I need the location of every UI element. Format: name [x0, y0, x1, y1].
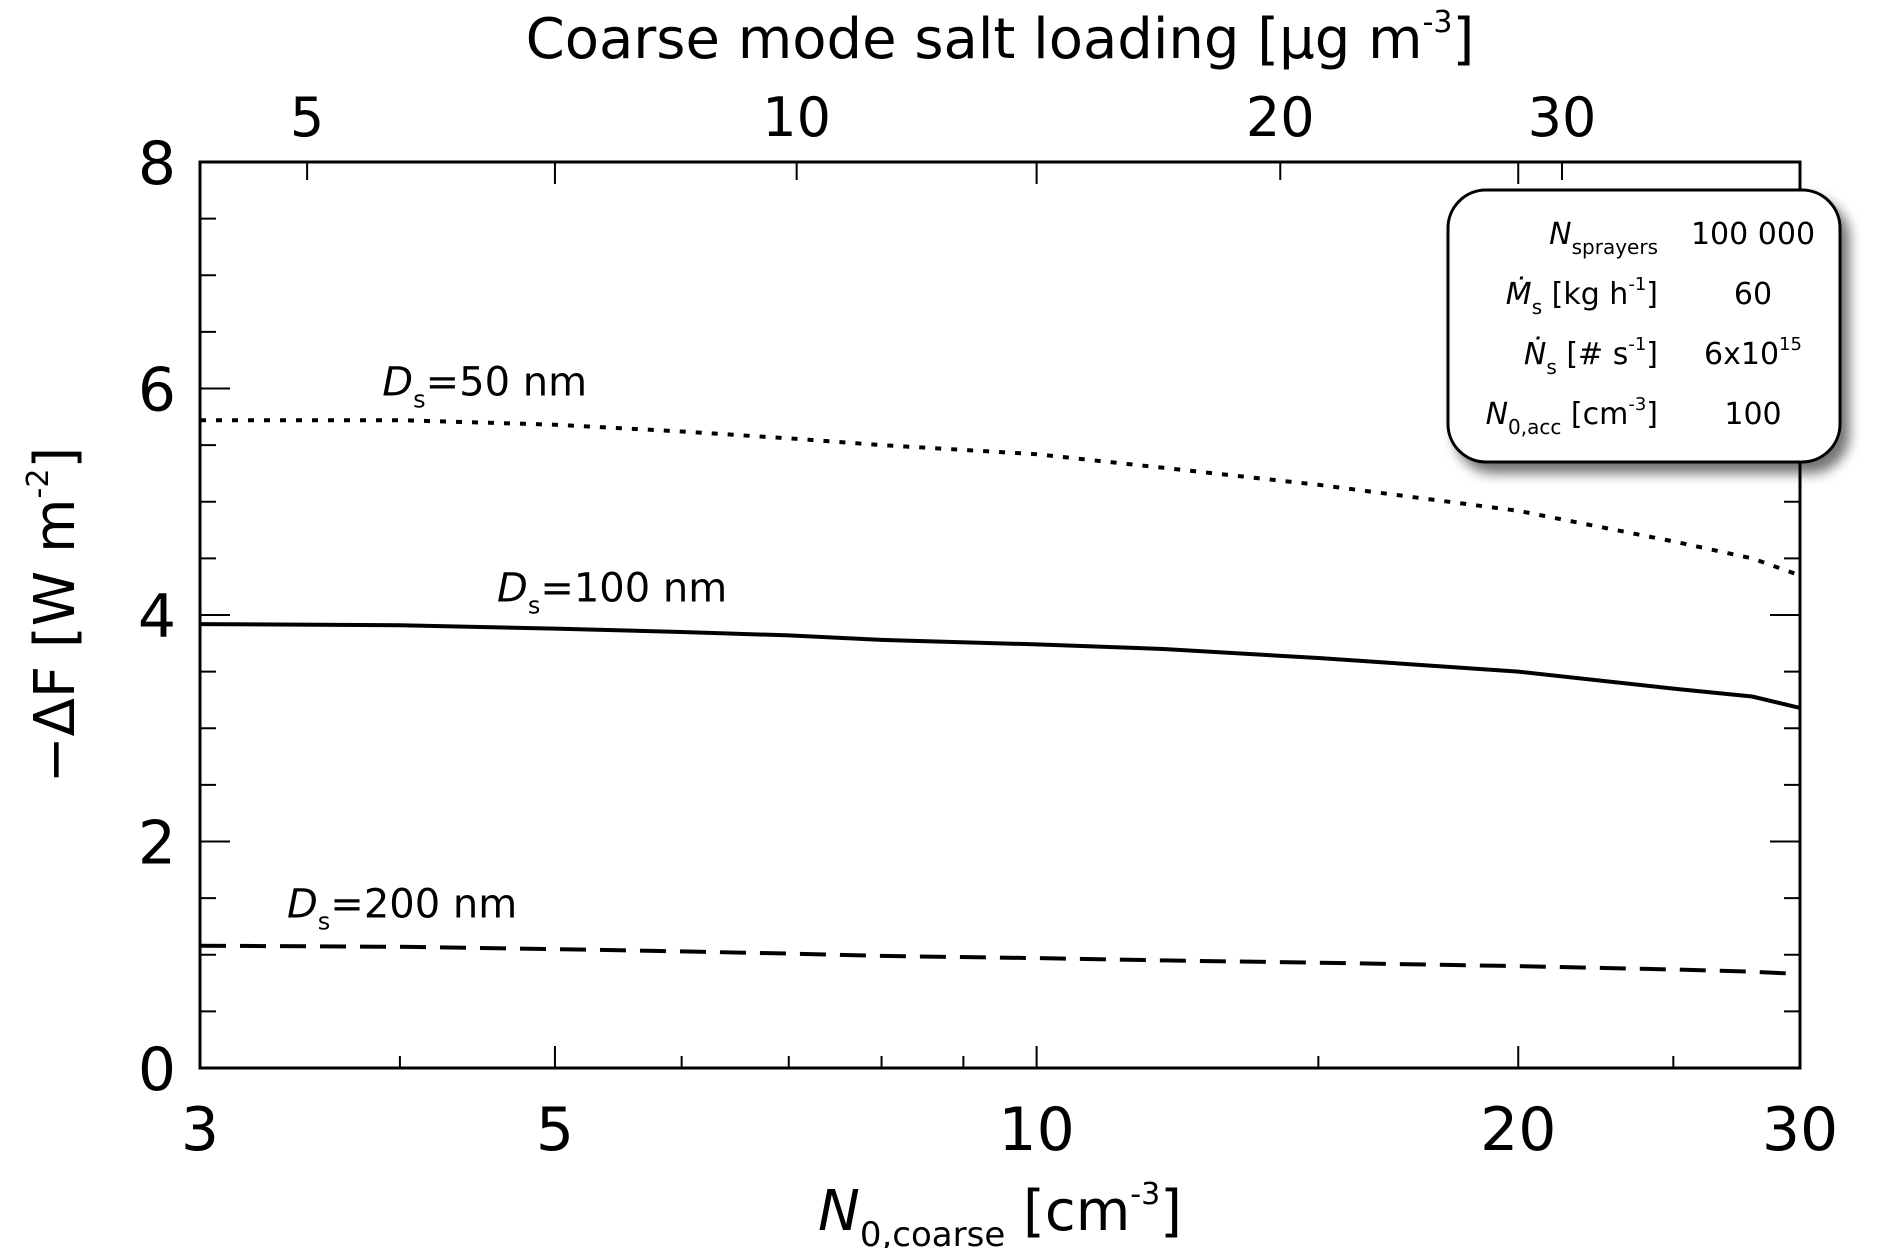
series-layer: [199, 418, 1801, 976]
y-tick-label: 6: [138, 356, 176, 426]
top-tick-label: 10: [762, 86, 831, 149]
legend-param: Ṅs [# s-1]: [1524, 334, 1658, 379]
legend-box: Nsprayers 100 000 Ṁs [kg h-1] 60 Ṅs [# s-1] 6…: [1446, 188, 1842, 464]
top-tick-label: 20: [1246, 86, 1315, 149]
top-axis-title: Coarse mode salt loading [μg m-3]: [526, 5, 1475, 72]
x-axis-title: N0,coarse [cm-3]: [818, 1177, 1182, 1248]
series-label-dotted: Ds=50 nm: [382, 359, 587, 413]
x-tick-label: 3: [181, 1095, 219, 1165]
top-tick-label: 5: [290, 86, 324, 149]
labels-layer: 5 10 20 30 3 5 10 20 30 0 2 4 6 8 Ds=50 nm Ds=100 nm Ds=…: [21, 5, 1838, 1248]
legend-value: 60: [1734, 277, 1772, 312]
plot-frame: [198, 160, 1802, 1070]
legend-value: 100 000: [1691, 217, 1815, 252]
series-label-dashed: Ds=200 nm: [287, 881, 517, 935]
x-tick-label: 10: [998, 1095, 1074, 1165]
top-tick-label: 30: [1528, 86, 1597, 149]
legend-value: 100: [1724, 397, 1781, 432]
y-axis-title: −ΔF [W m-2]: [21, 447, 88, 784]
x-tick-label: 5: [536, 1095, 574, 1165]
y-tick-label: 2: [138, 809, 176, 879]
series-line-dotted: [200, 418, 1801, 578]
x-tick-label: 20: [1480, 1095, 1556, 1165]
legend-param: N0,acc [cm-3]: [1486, 394, 1658, 439]
legend-param: Ṁs [kg h-1]: [1506, 274, 1658, 319]
y-tick-label: 4: [138, 582, 176, 652]
legend-param: Nsprayers: [1549, 217, 1658, 259]
series-label-solid: Ds=100 nm: [497, 565, 727, 619]
y-tick-label: 8: [138, 129, 176, 199]
series-line-solid: [199, 622, 1801, 710]
legend-value: 6x1015: [1704, 334, 1802, 372]
x-tick-label: 30: [1762, 1095, 1838, 1165]
series-line-dashed: [199, 943, 1801, 976]
legend-box-frame: [1446, 188, 1842, 464]
y-tick-label: 0: [138, 1035, 176, 1105]
